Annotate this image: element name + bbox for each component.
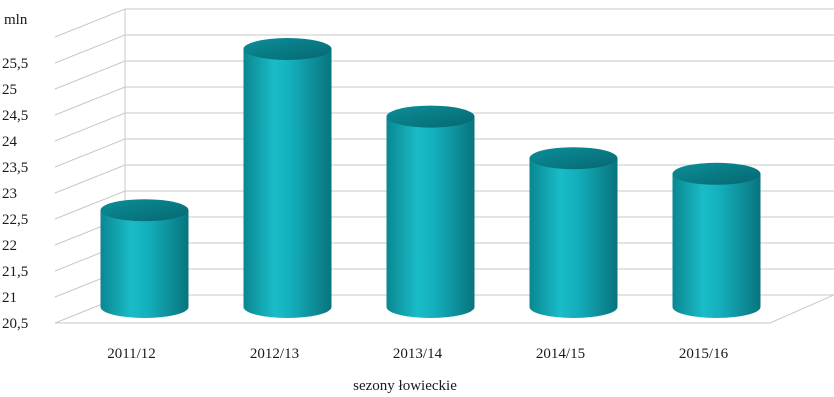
y-tick-label: 22,5 <box>2 212 28 228</box>
gridline <box>54 112 834 142</box>
gridline <box>54 8 834 38</box>
bar-top <box>243 38 332 60</box>
bars <box>100 38 761 318</box>
x-tick-label: 2012/13 <box>250 346 299 362</box>
bar <box>672 162 761 318</box>
x-axis-title: sezony łowieckie <box>353 378 457 394</box>
y-tick-label: 21,5 <box>2 264 28 280</box>
x-axis-ticks: 2011/12 2012/13 2013/14 2014/15 2015/16 <box>107 346 728 362</box>
y-tick-label: 25,5 <box>2 56 28 72</box>
bar-top <box>529 147 618 170</box>
y-tick-label: 23,5 <box>2 160 28 176</box>
bar <box>100 199 189 318</box>
y-axis-ticks: 20,5 21 21,5 22 22,5 23 23,5 24 24,5 25 25,5 <box>2 56 28 332</box>
bar <box>243 38 332 318</box>
y-tick-label: 23 <box>2 186 17 202</box>
bar-body <box>243 49 332 318</box>
bar <box>386 105 475 318</box>
y-unit-label: mln <box>4 12 28 28</box>
bar-body <box>386 116 475 318</box>
y-tick-label: 25 <box>2 82 17 98</box>
bar-body <box>672 173 761 318</box>
bar-top <box>100 199 189 222</box>
y-tick-label: 21 <box>2 290 17 306</box>
x-tick-label: 2014/15 <box>536 346 585 362</box>
y-tick-label: 22 <box>2 238 17 254</box>
bar <box>529 147 618 318</box>
bar-top <box>386 105 475 128</box>
gridline <box>54 86 834 116</box>
bar-body <box>100 210 189 318</box>
y-tick-label: 24 <box>2 134 18 150</box>
y-tick-label: 20,5 <box>2 316 28 332</box>
gridline <box>54 138 834 168</box>
bar-top <box>672 162 761 185</box>
x-tick-label: 2013/14 <box>393 346 443 362</box>
x-tick-label: 2011/12 <box>107 346 156 362</box>
gridline <box>54 60 834 90</box>
y-tick-label: 24,5 <box>2 108 28 124</box>
gridline <box>54 34 834 64</box>
bar-body <box>529 158 618 318</box>
x-tick-label: 2015/16 <box>679 346 729 362</box>
